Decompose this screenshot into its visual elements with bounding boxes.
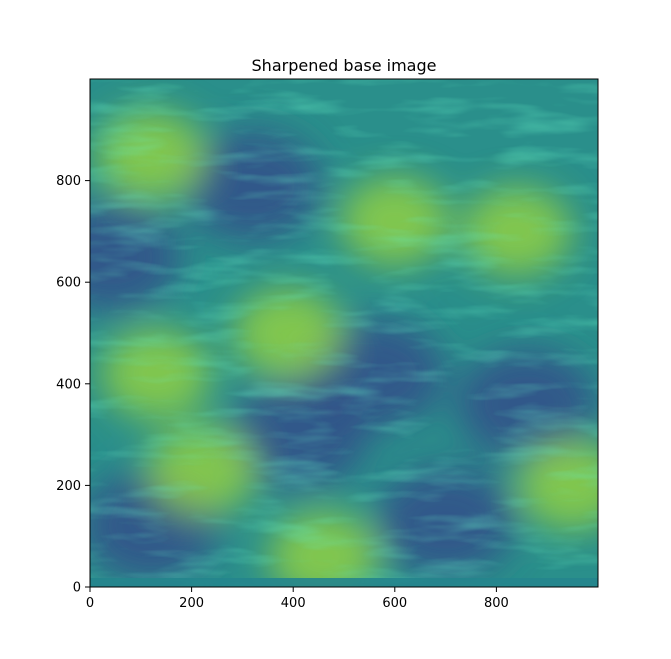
- x-tick-label: 800: [484, 596, 509, 611]
- x-tick-label: 600: [382, 596, 407, 611]
- bottom-edge-strip: [90, 578, 598, 587]
- x-axis: 0 200 400 600 800: [86, 587, 509, 611]
- y-axis: 0 200 400 600 800: [56, 174, 90, 596]
- heatmap-image: [90, 79, 598, 587]
- y-tick-label: 0: [73, 581, 81, 596]
- y-tick-label: 200: [56, 479, 81, 494]
- fibril-texture: [90, 79, 598, 587]
- y-tick-label: 800: [56, 174, 81, 189]
- axes-frame: [89, 78, 599, 588]
- y-tick-label: 600: [56, 276, 81, 291]
- x-tick-label: 200: [179, 596, 204, 611]
- x-tick-label: 400: [281, 596, 306, 611]
- x-tick-label: 0: [86, 596, 94, 611]
- y-tick-label: 400: [56, 377, 81, 392]
- chart-title: Sharpened base image: [252, 56, 437, 75]
